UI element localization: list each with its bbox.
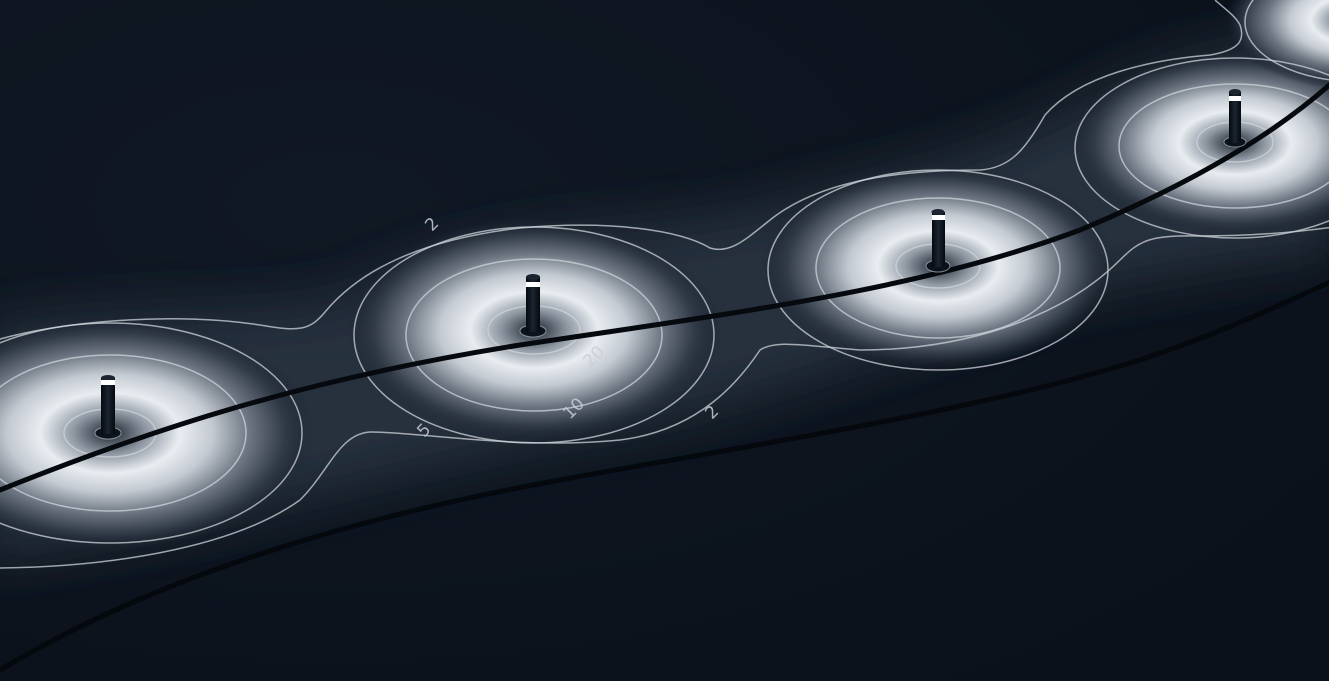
- light-pool-4: [1070, 50, 1329, 236]
- bollard-1-lamp: [101, 380, 115, 385]
- isoline-2-envelope: [0, 0, 1243, 340]
- isolux-contours: [0, 0, 1329, 569]
- path-edge-lower: [0, 279, 1329, 673]
- path-edges: [0, 81, 1329, 673]
- bollard-4-lamp: [1229, 96, 1241, 101]
- bollard-4: [1223, 89, 1247, 148]
- path-edge-upper: [0, 81, 1329, 493]
- bollard-3: [925, 209, 951, 273]
- bollard-2: [519, 274, 547, 338]
- bollard-1: [94, 375, 122, 440]
- bollard-3-lamp: [932, 215, 945, 220]
- bollards: [94, 89, 1247, 440]
- bollard-2-lamp: [526, 282, 540, 287]
- isoline-2-envelope-lower: [0, 226, 1329, 569]
